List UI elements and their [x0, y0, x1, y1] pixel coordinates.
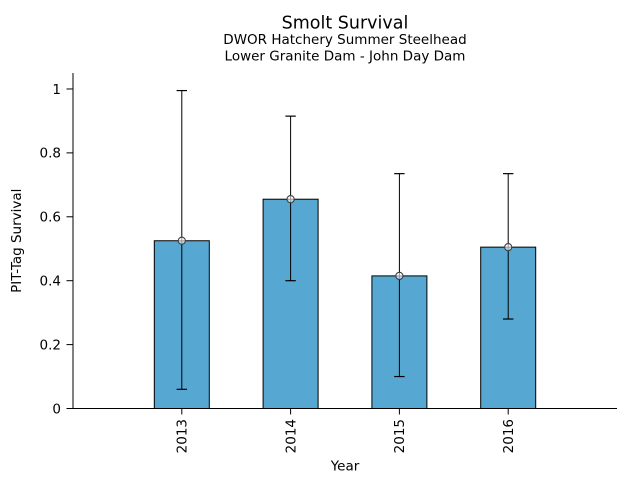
data-point-marker — [177, 236, 186, 245]
y-axis-label: PIT-Tag Survival — [9, 189, 25, 293]
y-tick-label: 0 — [52, 401, 61, 417]
data-point-marker — [504, 242, 513, 252]
bars-group — [153, 198, 537, 409]
y-tick-label: 0.4 — [40, 273, 61, 289]
markers-group — [177, 195, 513, 281]
data-point-marker — [395, 271, 404, 281]
x-axis-ticks-group: 2013 2014 2015 2016 — [175, 408, 517, 453]
x-tick-label: 2015 — [392, 419, 408, 453]
chart-subtitle-line2: Lower Granite Dam - John Day Dam — [225, 49, 466, 65]
data-point-marker — [286, 195, 295, 204]
x-tick-label: 2014 — [283, 419, 299, 453]
y-tick-label: 1 — [52, 82, 61, 98]
y-tick-label: 0.8 — [40, 146, 61, 162]
chart-subtitle-line1: DWOR Hatchery Summer Steelhead — [223, 32, 466, 48]
x-tick-label: 2013 — [175, 419, 191, 453]
y-tick-label: 0.2 — [40, 337, 61, 353]
chart-title: Smolt Survival — [282, 14, 409, 34]
y-tick-label: 0.6 — [40, 210, 61, 226]
x-axis-label: Year — [330, 459, 360, 475]
y-axis-ticks-group: 0 0.2 0.4 0.6 0.8 1 — [40, 82, 73, 417]
x-tick-label: 2016 — [501, 419, 517, 453]
error-bars-group — [176, 89, 514, 390]
